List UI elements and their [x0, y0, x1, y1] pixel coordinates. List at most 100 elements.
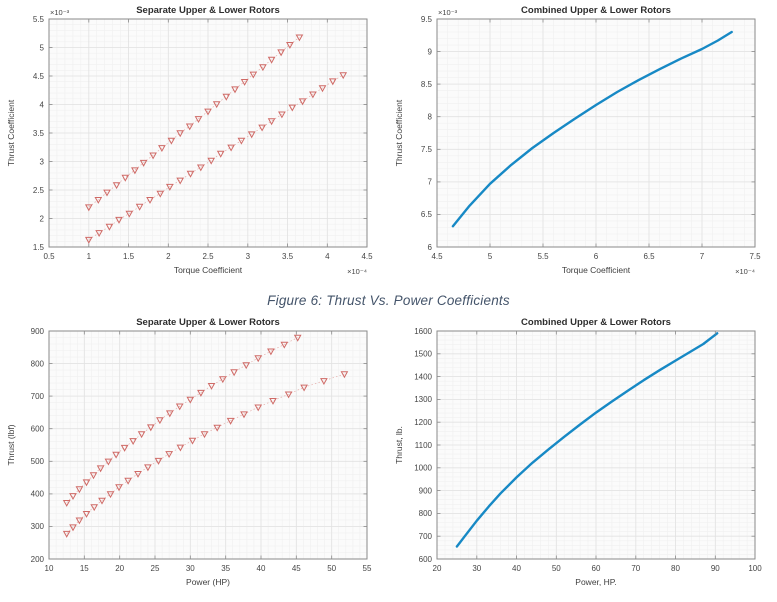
svg-text:600: 600 — [419, 555, 433, 564]
svg-text:6: 6 — [428, 243, 433, 252]
svg-text:1400: 1400 — [414, 372, 432, 381]
tick-labels: 4.5 5 5.5 6 6.5 7 7.5 6 6.5 7 7.5 8 8.5 9 9.5 — [421, 15, 761, 261]
svg-text:5.5: 5.5 — [537, 252, 549, 261]
svg-text:5.5: 5.5 — [33, 15, 45, 24]
svg-text:900: 900 — [419, 486, 433, 495]
svg-text:50: 50 — [327, 564, 336, 573]
combined-rotors-coefficients-svg: 4.5 5 5.5 6 6.5 7 7.5 6 6.5 7 7.5 8 8.5 9 9.5 Combined … — [394, 5, 761, 276]
svg-text:100: 100 — [748, 564, 762, 573]
y-axis-label: Thrust Coefficient — [394, 99, 404, 166]
chart-title: Combined Upper & Lower Rotors — [521, 5, 671, 16]
top-chart-row: 0.5 1 1.5 2 2.5 3 3.5 4 4.5 1.5 2 2.5 3 3.5 4 4.5 5 5.5 Se… — [0, 3, 777, 285]
svg-text:10: 10 — [45, 564, 54, 573]
svg-text:55: 55 — [363, 564, 372, 573]
svg-text:4: 4 — [40, 100, 45, 109]
x-axis-label: Torque Coefficient — [562, 265, 631, 275]
svg-text:700: 700 — [419, 532, 433, 541]
line-series-combined-curve — [455, 332, 719, 548]
svg-text:3.5: 3.5 — [282, 252, 294, 261]
bottom-chart-row: 10 15 20 25 30 35 40 45 50 55 200 300 400 500 600 700 80… — [0, 315, 777, 597]
tick-labels: 10 15 20 25 30 35 40 45 50 55 200 300 400 500 600 700 80… — [31, 327, 372, 573]
svg-text:40: 40 — [257, 564, 266, 573]
svg-text:1.5: 1.5 — [33, 243, 45, 252]
svg-text:7.5: 7.5 — [421, 145, 433, 154]
x-axis-label: Power (HP) — [186, 577, 230, 587]
svg-text:1600: 1600 — [414, 327, 432, 336]
svg-text:1.5: 1.5 — [123, 252, 135, 261]
y-axis-label: Thrust, lb. — [394, 426, 404, 464]
svg-text:7: 7 — [428, 178, 433, 187]
svg-text:3.5: 3.5 — [33, 129, 45, 138]
scatter-series-upper-rotor — [62, 334, 302, 507]
svg-text:70: 70 — [631, 564, 640, 573]
y-axis-label: Thrust (lbf) — [6, 424, 16, 465]
svg-text:9.5: 9.5 — [421, 15, 433, 24]
svg-text:6.5: 6.5 — [643, 252, 655, 261]
tick-labels: 20 30 40 50 60 70 80 90 100 600 700 800 900 1000 1100 1… — [414, 327, 762, 573]
caption-row: Figure 6: Thrust Vs. Power Coefficients — [0, 285, 777, 315]
svg-text:300: 300 — [31, 522, 45, 531]
svg-text:6: 6 — [594, 252, 599, 261]
y-axis-label: Thrust Coefficient — [6, 99, 16, 166]
separate-rotors-coefficients-svg: 0.5 1 1.5 2 2.5 3 3.5 4 4.5 1.5 2 2.5 3 3.5 4 4.5 5 5.5 Se… — [6, 5, 373, 276]
chart-separate-thrust-power: 10 15 20 25 30 35 40 45 50 55 200 300 400 500 600 700 80… — [3, 315, 385, 597]
svg-text:800: 800 — [419, 509, 433, 518]
svg-text:0.5: 0.5 — [43, 252, 55, 261]
y-axis-multiplier: ×10⁻³ — [438, 8, 458, 17]
svg-text:200: 200 — [31, 555, 45, 564]
tick-marks — [48, 18, 368, 248]
svg-text:50: 50 — [552, 564, 561, 573]
svg-text:4.5: 4.5 — [33, 72, 45, 81]
tick-marks — [48, 330, 368, 560]
scatter-series-lower-rotor — [84, 72, 348, 244]
tick-marks — [436, 330, 756, 560]
line-series-combined-curve — [451, 30, 733, 228]
tick-marks — [436, 18, 756, 248]
svg-text:20: 20 — [433, 564, 442, 573]
svg-text:1100: 1100 — [415, 441, 433, 450]
chart-title: Separate Upper & Lower Rotors — [136, 5, 280, 16]
svg-text:9: 9 — [428, 47, 433, 56]
svg-text:400: 400 — [31, 490, 45, 499]
svg-text:3: 3 — [246, 252, 251, 261]
svg-text:4.5: 4.5 — [431, 252, 443, 261]
svg-text:15: 15 — [80, 564, 89, 573]
scatter-series-lower-rotor — [62, 371, 349, 538]
svg-text:7: 7 — [700, 252, 705, 261]
svg-text:800: 800 — [31, 359, 45, 368]
svg-text:25: 25 — [151, 564, 160, 573]
svg-text:6.5: 6.5 — [421, 210, 433, 219]
svg-text:4.5: 4.5 — [361, 252, 373, 261]
svg-text:900: 900 — [31, 327, 45, 336]
figure-caption: Figure 6: Thrust Vs. Power Coefficients — [267, 292, 510, 308]
svg-text:4: 4 — [325, 252, 330, 261]
svg-text:30: 30 — [472, 564, 481, 573]
chart-separate-coefficients: 0.5 1 1.5 2 2.5 3 3.5 4 4.5 1.5 2 2.5 3 3.5 4 4.5 5 5.5 Se… — [3, 3, 385, 285]
svg-text:700: 700 — [31, 392, 45, 401]
svg-text:35: 35 — [221, 564, 230, 573]
svg-text:2: 2 — [166, 252, 171, 261]
svg-text:40: 40 — [512, 564, 521, 573]
svg-text:600: 600 — [31, 425, 45, 434]
svg-text:80: 80 — [671, 564, 680, 573]
svg-text:1000: 1000 — [414, 464, 432, 473]
plot-area — [49, 331, 367, 559]
axes-box — [48, 330, 368, 560]
separate-rotors-thrust-power-svg: 10 15 20 25 30 35 40 45 50 55 200 300 400 500 600 700 80… — [6, 317, 372, 587]
svg-text:8: 8 — [428, 113, 433, 122]
x-axis-label: Torque Coefficient — [174, 265, 243, 275]
svg-text:45: 45 — [292, 564, 301, 573]
x-axis-multiplier: ×10⁻⁴ — [735, 267, 755, 276]
combined-rotors-thrust-power-svg: 20 30 40 50 60 70 80 90 100 600 700 800 900 1000 1100 1… — [394, 317, 762, 587]
chart-title: Combined Upper & Lower Rotors — [521, 317, 671, 328]
chart-title: Separate Upper & Lower Rotors — [136, 317, 280, 328]
svg-text:20: 20 — [115, 564, 124, 573]
svg-text:2.5: 2.5 — [202, 252, 214, 261]
chart-combined-thrust-power: 20 30 40 50 60 70 80 90 100 600 700 800 900 1000 1100 1… — [391, 315, 773, 597]
svg-text:1200: 1200 — [414, 418, 432, 427]
svg-text:2: 2 — [40, 214, 45, 223]
svg-text:90: 90 — [711, 564, 720, 573]
scatter-series-upper-rotor — [84, 34, 304, 212]
svg-text:5: 5 — [488, 252, 493, 261]
x-axis-multiplier: ×10⁻⁴ — [347, 267, 367, 276]
